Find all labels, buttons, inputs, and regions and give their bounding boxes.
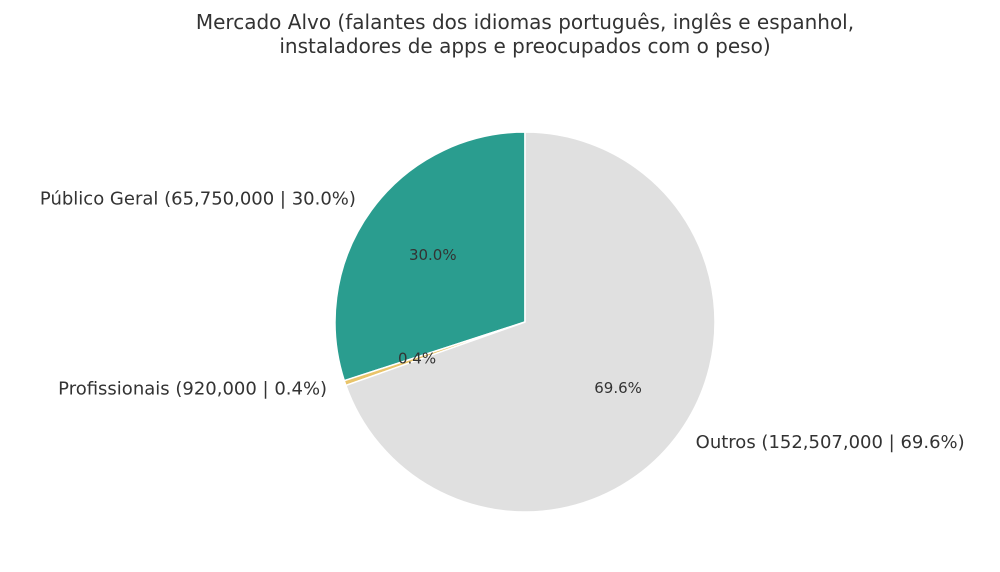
pie-slice-p-blico-geral: [334, 131, 526, 382]
pie-slice-outros: [345, 131, 716, 513]
pie-pct-label: 69.6%: [594, 379, 642, 397]
pie-slice-label: Público Geral (65,750,000 | 30.0%): [40, 189, 356, 210]
chart-title-line-1: Mercado Alvo (falantes dos idiomas portu…: [196, 10, 854, 34]
pie-pct-label: 30.0%: [409, 246, 457, 264]
pie-labels: 30.0% Público Geral (65,750,000 | 30.0%) 0…: [40, 189, 965, 453]
pie-pct-label: 0.4%: [398, 350, 436, 368]
pie-slice-label: Profissionais (920,000 | 0.4%): [58, 379, 327, 400]
chart-title-line-2: instaladores de apps e preocupados com o…: [279, 34, 770, 58]
pie-slices: [334, 131, 716, 513]
pie-slice-label: Outros (152,507,000 | 69.6%): [696, 432, 965, 453]
